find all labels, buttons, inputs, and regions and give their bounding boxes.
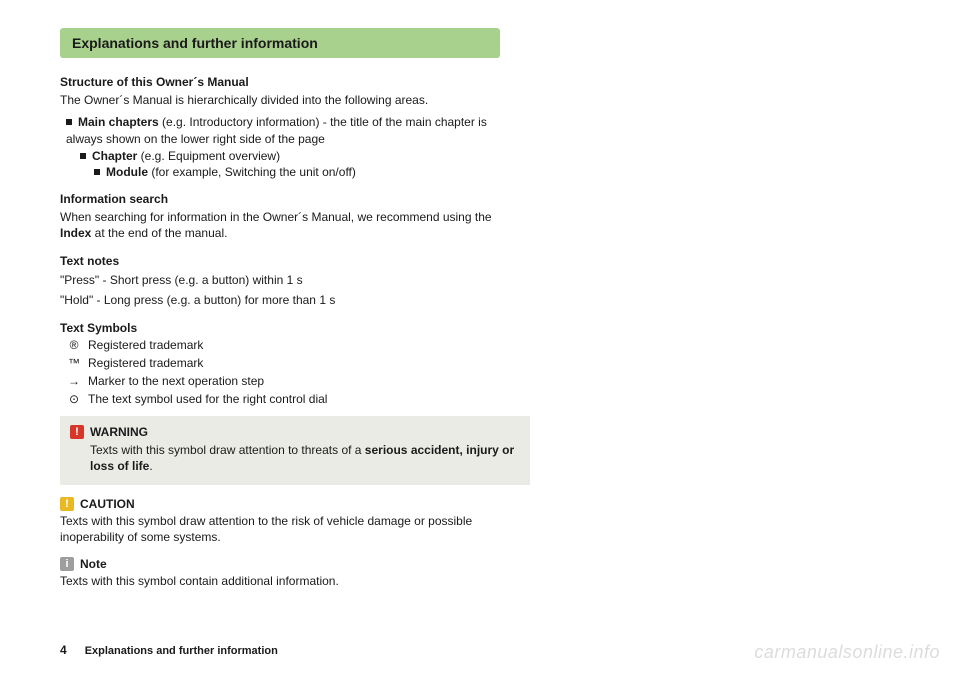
warning-head: ! WARNING bbox=[70, 424, 520, 440]
footer-title: Explanations and further information bbox=[85, 645, 278, 657]
square-bullet-icon bbox=[66, 119, 72, 125]
warning-icon: ! bbox=[70, 425, 84, 439]
symbol-row: → Marker to the next operation step bbox=[60, 374, 900, 388]
bullet-l3-bold: Module bbox=[106, 165, 148, 179]
bullet-chapter: Chapter (e.g. Equipment overview) bbox=[80, 149, 540, 163]
symbol-glyph: ® bbox=[60, 338, 88, 352]
warning-label: WARNING bbox=[90, 424, 148, 440]
symbol-row: ® Registered trademark bbox=[60, 338, 900, 352]
symbol-desc: Marker to the next operation step bbox=[88, 374, 900, 388]
page-number: 4 bbox=[60, 643, 67, 657]
bullet-module: Module (for example, Switching the unit … bbox=[94, 165, 554, 179]
square-bullet-icon bbox=[80, 153, 86, 159]
structure-intro: The Owner´s Manual is hierarchically div… bbox=[60, 92, 520, 108]
symbol-desc: Registered trademark bbox=[88, 338, 900, 352]
textsymbols-heading: Text Symbols bbox=[60, 320, 520, 336]
note-icon: i bbox=[60, 557, 74, 571]
symbol-row: ™ Registered trademark bbox=[60, 356, 900, 370]
warning-text: Texts with this symbol draw attention to… bbox=[90, 442, 520, 474]
structure-heading: Structure of this Owner´s Manual bbox=[60, 74, 520, 90]
infosearch-heading: Information search bbox=[60, 191, 520, 207]
bullet-l2-text: (e.g. Equipment overview) bbox=[137, 149, 280, 163]
page-footer: 4 Explanations and further information bbox=[60, 643, 278, 657]
caution-text: Texts with this symbol draw attention to… bbox=[60, 513, 520, 545]
caution-head: ! CAUTION bbox=[60, 497, 900, 511]
caution-icon: ! bbox=[60, 497, 74, 511]
caution-label: CAUTION bbox=[80, 497, 135, 511]
symbol-table: ® Registered trademark ™ Registered trad… bbox=[60, 338, 900, 406]
infosearch-text: When searching for information in the Ow… bbox=[60, 209, 520, 241]
textnotes-press: "Press" - Short press (e.g. a button) wi… bbox=[60, 272, 520, 288]
square-bullet-icon bbox=[94, 169, 100, 175]
warning-box: ! WARNING Texts with this symbol draw at… bbox=[60, 416, 530, 485]
symbol-desc: The text symbol used for the right contr… bbox=[88, 392, 900, 406]
symbol-glyph: ⊙ bbox=[60, 392, 88, 406]
symbol-glyph: → bbox=[60, 374, 88, 388]
watermark: carmanualsonline.info bbox=[754, 642, 940, 663]
textnotes-heading: Text notes bbox=[60, 253, 520, 269]
infosearch-text-a: When searching for information in the Ow… bbox=[60, 210, 492, 224]
section-title-bar: Explanations and further information bbox=[60, 28, 500, 58]
bullet-l2-bold: Chapter bbox=[92, 149, 137, 163]
bullet-l3-text: (for example, Switching the unit on/off) bbox=[148, 165, 356, 179]
infosearch-text-b: at the end of the manual. bbox=[91, 226, 227, 240]
warning-text-b: . bbox=[149, 459, 152, 473]
warning-text-a: Texts with this symbol draw attention to… bbox=[90, 443, 365, 457]
symbol-desc: Registered trademark bbox=[88, 356, 900, 370]
note-head: i Note bbox=[60, 557, 900, 571]
symbol-glyph: ™ bbox=[60, 356, 88, 370]
bullet-main-chapters: Main chapters (e.g. Introductory informa… bbox=[66, 114, 526, 146]
symbol-row: ⊙ The text symbol used for the right con… bbox=[60, 392, 900, 406]
bullet-l1-bold: Main chapters bbox=[78, 115, 159, 129]
note-label: Note bbox=[80, 557, 107, 571]
note-text: Texts with this symbol contain additiona… bbox=[60, 573, 520, 589]
textnotes-hold: "Hold" - Long press (e.g. a button) for … bbox=[60, 292, 520, 308]
infosearch-bold: Index bbox=[60, 226, 91, 240]
